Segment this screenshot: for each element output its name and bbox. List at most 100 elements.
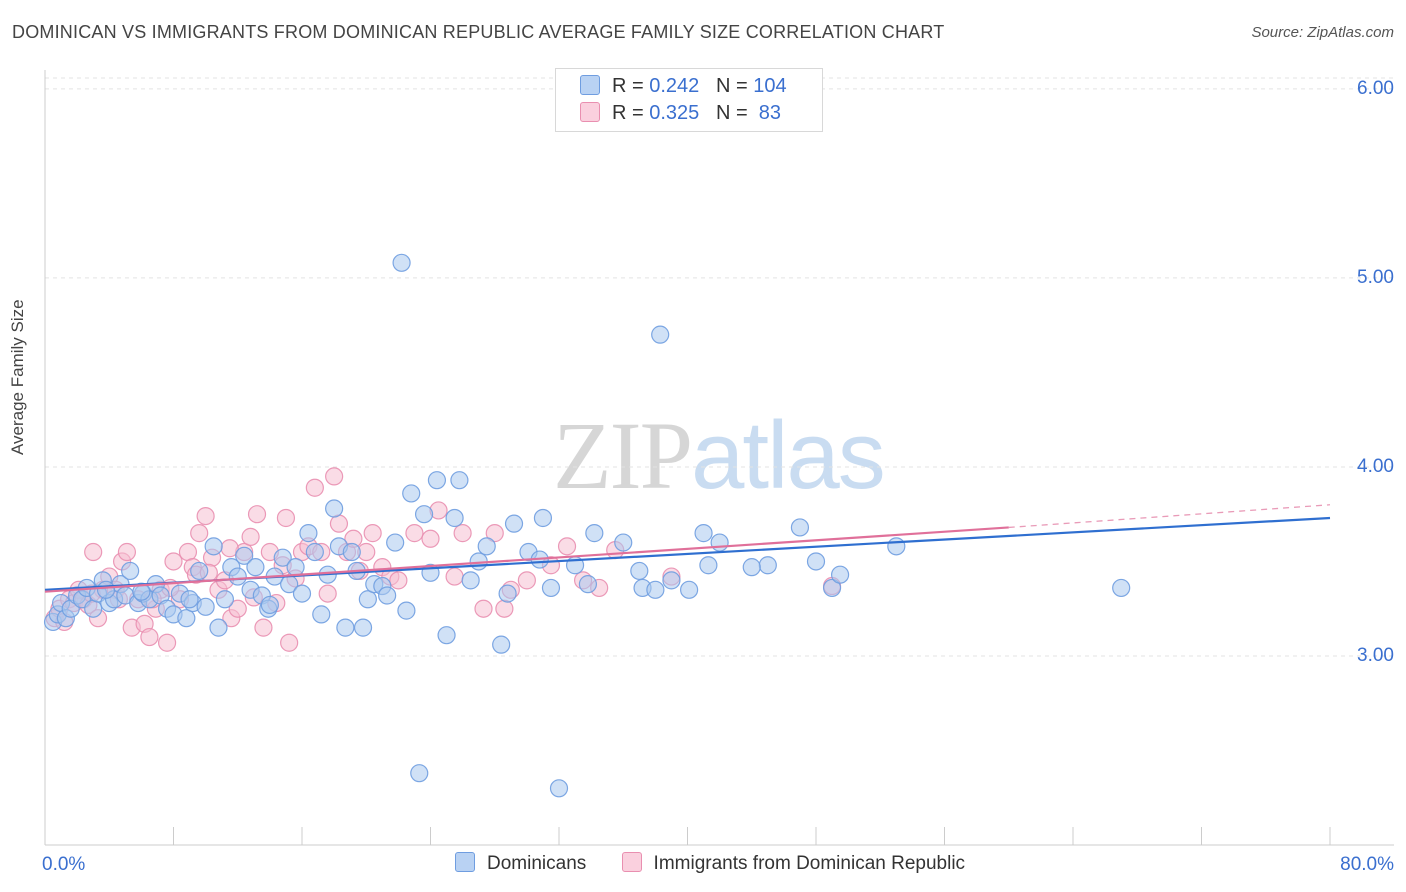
immigrants-point [241, 527, 260, 546]
dominicans-point [477, 537, 496, 556]
dominicans-point [822, 578, 842, 598]
stats-legend-row-dominicans: R = 0.242 N = 104 [580, 75, 787, 99]
dominicans-point [445, 508, 464, 528]
dominicans-point [533, 508, 553, 528]
immigrants-point [557, 537, 577, 556]
stats-legend: R = 0.242 N = 104 R = 0.325 N = 83 [555, 68, 823, 132]
legend-label-immigrants: Immigrants from Dominican Republic [653, 853, 966, 874]
dominicans-point [299, 524, 318, 543]
stats-legend-row-immigrants: R = 0.325 N = 83 [580, 102, 781, 126]
immigrants-point [117, 542, 137, 562]
immigrants-point [421, 529, 440, 548]
dominicans-point [292, 584, 312, 603]
dominicans-point [710, 533, 729, 552]
dominicans-point [694, 524, 713, 543]
dominicans-point [1112, 578, 1131, 598]
immigrants-point [280, 633, 299, 652]
dominicans-point [235, 546, 254, 565]
immigrants-point [325, 467, 344, 486]
dominicans-point [410, 764, 429, 783]
immigrants-point [485, 524, 504, 543]
watermark-zip: ZIP [553, 402, 693, 509]
dominicans-point [84, 599, 103, 618]
dominicans-point [450, 471, 469, 490]
dominicans-point [342, 542, 361, 562]
dominicans-point [378, 586, 397, 605]
immigrants-point [190, 524, 209, 543]
n-value-immigrants: 83 [753, 102, 782, 124]
dominicans-point [358, 590, 377, 609]
n-label: N = [715, 75, 754, 97]
dominicans-point [402, 484, 421, 503]
r-value-dominicans: 0.242 [649, 75, 700, 97]
dominicans-point [273, 548, 292, 567]
dominicans-point [680, 580, 699, 599]
immigrants-trend-extension [1008, 504, 1331, 529]
legend-item-dominicans[interactable]: Dominicans [455, 852, 586, 875]
dominicans-point [437, 626, 456, 645]
immigrants-point [254, 618, 273, 637]
immigrants-trend-line [44, 526, 1009, 593]
immigrants-point [453, 524, 472, 543]
dominicans-point [790, 518, 810, 537]
dominicans-point [336, 618, 355, 637]
y-tick-label: 5.00 [1357, 267, 1394, 288]
dominicans-point [180, 590, 199, 609]
dominicans-point [177, 609, 196, 628]
dominicans-point [585, 524, 604, 543]
dominicans-point [305, 542, 324, 562]
immigrants-point [84, 542, 103, 562]
chart-title: DOMINICAN VS IMMIGRANTS FROM DOMINICAN R… [12, 22, 945, 42]
dominicans-point [414, 505, 434, 524]
dominicans-point [215, 590, 234, 609]
immigrants-point [517, 571, 536, 590]
legend-item-immigrants[interactable]: Immigrants from Dominican Republic [621, 852, 966, 875]
immigrants-point [389, 571, 408, 590]
dominicans-point [498, 584, 517, 603]
dominicans-point [246, 558, 265, 577]
immigrants-point [228, 599, 247, 618]
dominicans-point [630, 561, 649, 581]
immigrants-point [305, 478, 324, 497]
immigrants-point [164, 552, 183, 571]
immigrants-point [140, 627, 159, 647]
immigrants-point [405, 524, 424, 543]
immigrants-point [157, 633, 177, 652]
dominicans-point [228, 567, 247, 586]
dominicans-point [742, 558, 761, 577]
dominicans-point [549, 779, 569, 798]
dominicans-point [121, 561, 140, 581]
dominicans-point [386, 533, 405, 552]
y-tick-label: 4.00 [1357, 456, 1394, 477]
dominicans-point [461, 571, 480, 590]
r-label: R = [612, 102, 650, 124]
immigrants-point [247, 505, 267, 524]
dominicans-point [646, 580, 665, 599]
dominicans-point [209, 618, 228, 637]
dominicans-point [325, 499, 344, 518]
y-tick-label: 3.00 [1357, 645, 1394, 666]
x-tick-label-max: 80.0% [1340, 854, 1394, 875]
watermark-atlas: atlas [691, 402, 886, 509]
immigrants-point [196, 506, 215, 526]
dominicans-point [492, 635, 511, 654]
dominicans-point [190, 561, 209, 581]
immigrants-point [474, 599, 493, 618]
dominicans-point [651, 325, 670, 344]
r-value-immigrants: 0.325 [649, 102, 700, 124]
dominicans-point [204, 537, 223, 556]
x-tick-label-min: 0.0% [42, 854, 85, 875]
dominicans-point [397, 601, 416, 620]
y-tick-label: 6.00 [1357, 78, 1394, 99]
dominicans-point [578, 575, 598, 594]
dominicans-point [392, 253, 411, 272]
dominicans-point [353, 618, 373, 637]
source-label: Source: ZipAtlas.com [1251, 24, 1394, 41]
dominicans-point [312, 605, 331, 624]
n-value-dominicans: 104 [753, 75, 787, 97]
series-legend: Dominicans Immigrants from Dominican Rep… [455, 852, 995, 875]
legend-label-dominicans: Dominicans [487, 853, 587, 874]
r-label: R = [612, 75, 650, 97]
dominicans-point [887, 537, 906, 556]
dominicans-point [614, 533, 633, 552]
